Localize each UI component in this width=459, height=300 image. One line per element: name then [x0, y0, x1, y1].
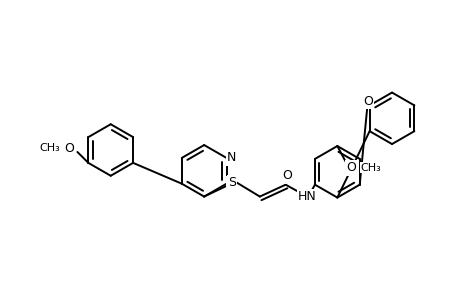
Text: N: N	[226, 152, 235, 164]
Text: S: S	[228, 176, 235, 189]
Text: CH₃: CH₃	[39, 143, 61, 153]
Text: N: N	[226, 177, 235, 190]
Text: CH₃: CH₃	[359, 163, 380, 173]
Text: O: O	[363, 95, 372, 108]
Text: O: O	[282, 169, 292, 182]
Text: O: O	[64, 142, 74, 154]
Text: O: O	[346, 161, 355, 174]
Text: HN: HN	[297, 190, 316, 203]
